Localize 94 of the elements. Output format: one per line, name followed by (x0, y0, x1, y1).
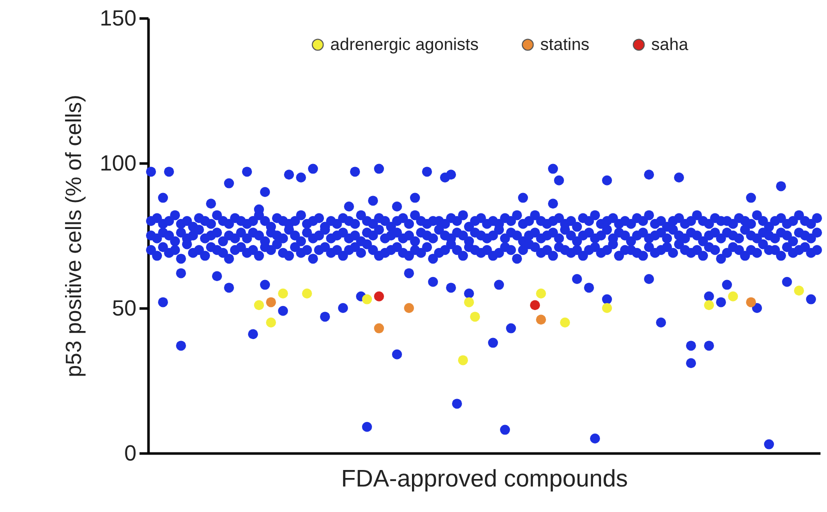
point (560, 318, 570, 328)
point (368, 196, 378, 206)
point (308, 164, 318, 174)
point (224, 178, 234, 188)
point (176, 340, 186, 351)
point (704, 340, 714, 351)
point (716, 297, 726, 308)
point (530, 300, 540, 310)
point (686, 340, 696, 351)
legend-label: statins (540, 34, 590, 54)
point (548, 198, 558, 209)
point (212, 271, 222, 282)
point (686, 358, 696, 368)
point (464, 297, 474, 308)
point (338, 303, 348, 313)
point (248, 329, 258, 340)
point (500, 424, 510, 435)
point (722, 280, 732, 290)
point (452, 398, 462, 409)
point (404, 268, 414, 278)
point (428, 276, 438, 287)
point (518, 192, 528, 203)
point (158, 192, 168, 203)
point (392, 349, 402, 360)
y-tick-label: 50 (112, 296, 136, 320)
point (674, 172, 684, 182)
point (284, 170, 294, 180)
point (278, 288, 288, 298)
point (260, 280, 270, 290)
point (644, 170, 654, 180)
point (242, 166, 252, 177)
point (266, 318, 276, 328)
point (536, 288, 546, 298)
point (590, 434, 600, 444)
point (782, 276, 792, 287)
point (164, 166, 174, 177)
point (554, 175, 564, 186)
point (224, 282, 234, 293)
point (254, 300, 264, 310)
y-tick-label: 100 (100, 150, 136, 176)
point (746, 297, 756, 308)
y-tick-label: 0 (124, 440, 136, 466)
point (464, 288, 474, 298)
y-axis-title: p53 positive cells (% of cells) (60, 94, 86, 378)
point (752, 303, 762, 313)
legend-label: saha (651, 34, 689, 54)
point (704, 300, 714, 310)
point (350, 166, 360, 177)
point (158, 297, 168, 308)
point (806, 294, 816, 304)
point (320, 312, 330, 322)
point (410, 192, 420, 203)
point (344, 202, 354, 212)
point (176, 268, 186, 278)
point (446, 282, 456, 293)
point (572, 274, 582, 284)
point (206, 198, 216, 209)
point (422, 166, 432, 177)
point (296, 172, 306, 182)
point (584, 282, 594, 293)
x-axis-title: FDA-approved compounds (341, 466, 628, 492)
point (392, 202, 402, 212)
point (764, 439, 774, 450)
point (458, 355, 468, 366)
point (506, 323, 516, 334)
point (488, 338, 498, 348)
point (644, 274, 654, 284)
point (704, 291, 714, 302)
point (494, 280, 504, 290)
point (362, 422, 372, 432)
legend-label: adrenergic agonists (330, 34, 479, 54)
point (746, 192, 756, 203)
point (728, 291, 738, 302)
y-tick-label: 150 (100, 6, 136, 30)
point (548, 164, 558, 174)
point (260, 187, 270, 197)
point (362, 294, 372, 304)
point (776, 181, 786, 192)
point (404, 303, 414, 313)
point (374, 291, 384, 302)
point (302, 288, 312, 298)
point (278, 306, 288, 316)
point (794, 286, 804, 296)
point (374, 164, 384, 174)
point (470, 312, 480, 322)
point (146, 166, 156, 177)
point (536, 314, 546, 325)
point (602, 303, 612, 313)
point (602, 294, 612, 304)
point (602, 175, 612, 186)
point (446, 170, 456, 180)
point (656, 318, 666, 328)
point (374, 323, 384, 334)
point (266, 297, 276, 308)
